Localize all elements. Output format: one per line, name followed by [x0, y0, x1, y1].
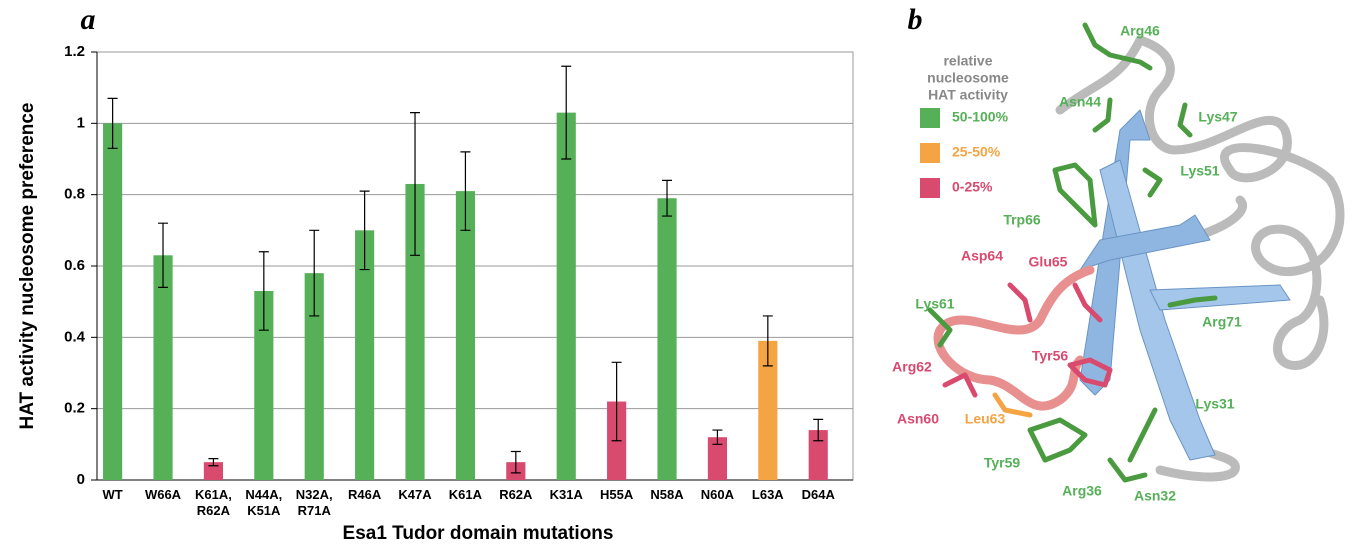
y-tick-label: 0.2: [64, 400, 85, 417]
legend-label: 50-100%: [952, 109, 1009, 125]
residue-label: Lys61: [915, 296, 954, 312]
residue-label: Tyr56: [1032, 348, 1069, 364]
y-tick-label: 1: [77, 114, 85, 131]
residue-label: Arg36: [1062, 483, 1102, 499]
residue-label: Glu65: [1029, 254, 1068, 270]
residue-label: Tyr59: [984, 455, 1021, 471]
residue-label: Asn44: [1059, 94, 1101, 110]
chart: a b Esa1 Tudor domain mutations HAT acti…: [0, 0, 1355, 544]
residue-label: Asn60: [897, 411, 939, 427]
y-tick-label: 0.6: [64, 257, 85, 274]
y-tick-label: 0: [77, 471, 85, 488]
y-tick-label: 1.2: [64, 43, 85, 60]
residue-label: Arg71: [1202, 314, 1242, 330]
legend-swatch: [920, 178, 940, 198]
bar: [557, 113, 576, 480]
legend-title: nucleosome: [927, 70, 1009, 86]
bar: [103, 123, 122, 480]
y-tick-label: 0.4: [64, 328, 86, 345]
legend-label: 0-25%: [952, 179, 993, 195]
bar: [657, 198, 676, 480]
y-tick-label: 0.8: [64, 186, 85, 203]
residue-label: Arg62: [892, 359, 932, 375]
figure: a b Esa1 Tudor domain mutations HAT acti…: [0, 0, 1355, 544]
legend-title: HAT activity: [928, 87, 1008, 103]
residue-label: Trp66: [1003, 212, 1041, 228]
residue-label: Lys51: [1180, 163, 1219, 179]
residue-label: Lys47: [1198, 109, 1237, 125]
residue-label: Asn32: [1134, 488, 1176, 504]
residue-label: Leu63: [965, 411, 1006, 427]
residue-label: Lys31: [1195, 396, 1234, 412]
bar: [153, 255, 172, 480]
x-axis-title: Esa1 Tudor domain mutations: [343, 523, 614, 544]
x-tick-label: D64A: [788, 487, 848, 503]
y-axis-title: HAT activity nucleosome preference: [17, 103, 38, 430]
legend-swatch: [920, 143, 940, 163]
legend-label: 25-50%: [952, 144, 1001, 160]
panel-label: b: [908, 3, 923, 36]
residue-label: Arg46: [1120, 23, 1160, 39]
bar: [456, 191, 475, 480]
panel-label: a: [81, 3, 96, 36]
residue-label: Asp64: [961, 248, 1003, 264]
legend-title: relative: [943, 53, 992, 69]
legend-swatch: [920, 108, 940, 128]
